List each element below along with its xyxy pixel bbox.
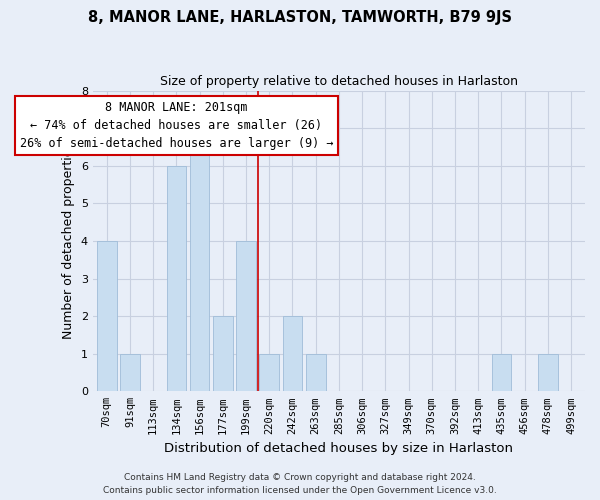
Title: Size of property relative to detached houses in Harlaston: Size of property relative to detached ho… [160,75,518,88]
Bar [283,316,302,392]
Bar [120,354,140,392]
Text: 8, MANOR LANE, HARLASTON, TAMWORTH, B79 9JS: 8, MANOR LANE, HARLASTON, TAMWORTH, B79 … [88,10,512,25]
Bar [97,241,116,392]
Bar [236,241,256,392]
Text: 8 MANOR LANE: 201sqm
← 74% of detached houses are smaller (26)
26% of semi-detac: 8 MANOR LANE: 201sqm ← 74% of detached h… [20,101,333,150]
Bar [213,316,233,392]
Bar [190,128,209,392]
Bar [538,354,558,392]
Y-axis label: Number of detached properties: Number of detached properties [62,142,75,340]
Bar [259,354,279,392]
Bar [306,354,326,392]
Bar [491,354,511,392]
X-axis label: Distribution of detached houses by size in Harlaston: Distribution of detached houses by size … [164,442,514,455]
Text: Contains HM Land Registry data © Crown copyright and database right 2024.
Contai: Contains HM Land Registry data © Crown c… [103,473,497,495]
Bar [167,166,186,392]
